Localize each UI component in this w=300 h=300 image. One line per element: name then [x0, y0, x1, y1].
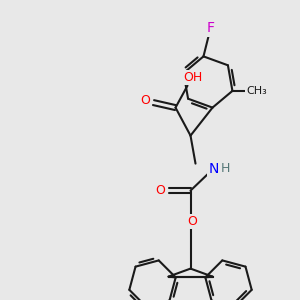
Text: OH: OH	[183, 71, 202, 84]
Text: F: F	[206, 21, 214, 35]
Text: O: O	[156, 184, 166, 197]
Text: O: O	[188, 215, 197, 228]
Text: O: O	[141, 94, 151, 107]
Text: H: H	[221, 162, 230, 175]
Text: CH₃: CH₃	[246, 86, 267, 96]
Text: N: N	[208, 162, 219, 176]
